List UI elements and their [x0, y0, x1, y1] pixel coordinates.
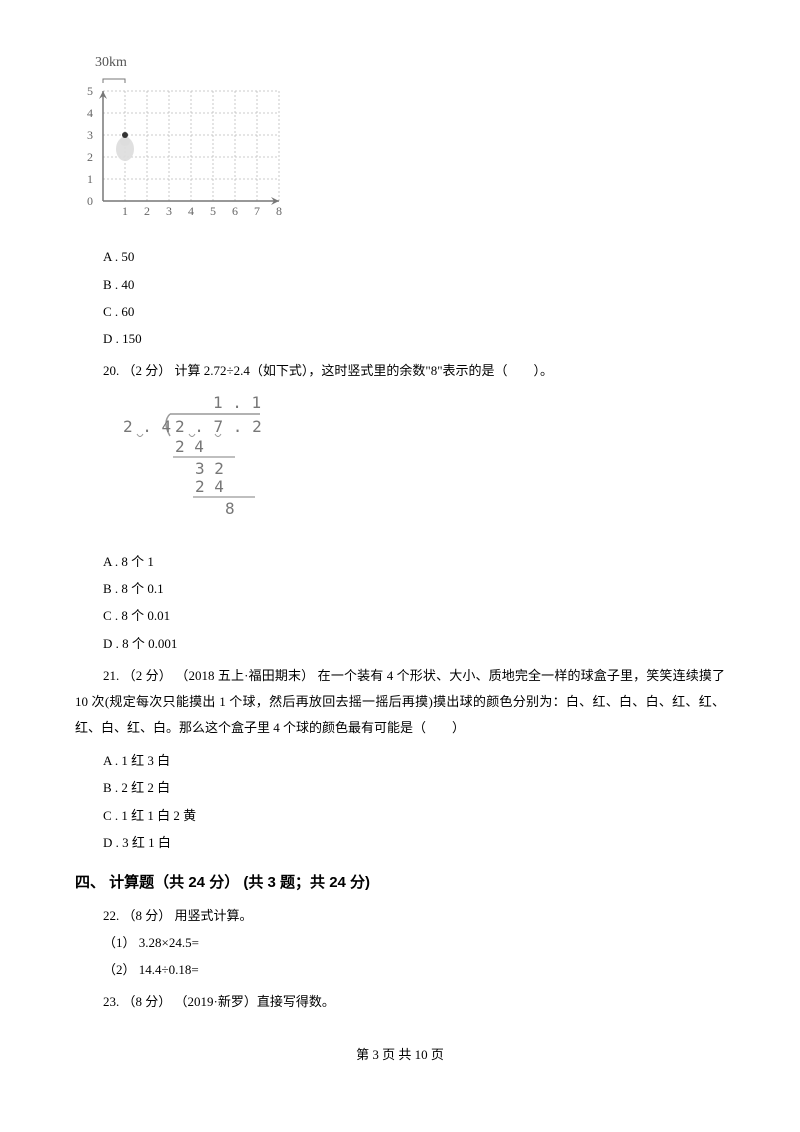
q20-option-c: C . 8 个 0.01 — [75, 604, 725, 627]
q20-option-b: B . 8 个 0.1 — [75, 577, 725, 600]
svg-text:8: 8 — [225, 499, 235, 518]
svg-text:1: 1 — [122, 204, 128, 218]
chart-scale-label: 30km — [95, 50, 725, 75]
svg-text:1 . 1: 1 . 1 — [213, 393, 261, 412]
svg-text:3: 3 — [87, 128, 93, 142]
long-division-svg: 1 . 12 . 42 . 7 . 22 43 22 48 — [115, 392, 275, 532]
svg-text:2: 2 — [144, 204, 150, 218]
svg-text:3 2: 3 2 — [195, 459, 224, 478]
svg-text:3: 3 — [166, 204, 172, 218]
q21-text: 21. （2 分） （2018 五上·福田期末） 在一个装有 4 个形状、大小、… — [75, 663, 725, 741]
q22-text: 22. （8 分） 用竖式计算。 — [75, 904, 725, 927]
chart-svg: 5 4 3 2 1 0 1 2 3 4 5 6 7 8 — [75, 75, 305, 235]
q19-option-d: D . 150 — [75, 327, 725, 350]
svg-text:5: 5 — [87, 84, 93, 98]
svg-text:6: 6 — [232, 204, 238, 218]
svg-text:5: 5 — [210, 204, 216, 218]
svg-text:4: 4 — [87, 106, 93, 120]
q19-option-b: B . 40 — [75, 273, 725, 296]
q21-option-d: D . 3 红 1 白 — [75, 831, 725, 854]
page-footer: 第 3 页 共 10 页 — [75, 1043, 725, 1066]
svg-text:2 4: 2 4 — [175, 437, 204, 456]
svg-text:8: 8 — [276, 204, 282, 218]
q21-option-a: A . 1 红 3 白 — [75, 749, 725, 772]
q19-option-c: C . 60 — [75, 300, 725, 323]
q23-text: 23. （8 分） （2019·新罗）直接写得数。 — [75, 990, 725, 1013]
svg-text:2: 2 — [87, 150, 93, 164]
svg-text:0: 0 — [87, 194, 93, 208]
section-4-title: 四、 计算题（共 24 分） (共 3 题；共 24 分) — [75, 869, 725, 896]
q21-option-b: B . 2 红 2 白 — [75, 776, 725, 799]
svg-text:7: 7 — [254, 204, 260, 218]
q20-option-a: A . 8 个 1 — [75, 550, 725, 573]
q20-text: 20. （2 分） 计算 2.72÷2.4（如下式），这时竖式里的余数"8"表示… — [75, 359, 725, 382]
q22-sub2: （2） 14.4÷0.18= — [75, 958, 725, 981]
grid-chart: 30km 5 4 3 2 1 0 1 2 3 4 5 6 7 8 — [75, 50, 725, 235]
q19-option-a: A . 50 — [75, 245, 725, 268]
q21-option-c: C . 1 红 1 白 2 黄 — [75, 804, 725, 827]
svg-text:2 . 4: 2 . 4 — [123, 417, 171, 436]
q20-option-d: D . 8 个 0.001 — [75, 632, 725, 655]
svg-text:4: 4 — [188, 204, 194, 218]
svg-text:1: 1 — [87, 172, 93, 186]
q22-sub1: （1） 3.28×24.5= — [75, 931, 725, 954]
svg-text:2 . 7 . 2: 2 . 7 . 2 — [175, 417, 262, 436]
svg-text:2 4: 2 4 — [195, 477, 224, 496]
